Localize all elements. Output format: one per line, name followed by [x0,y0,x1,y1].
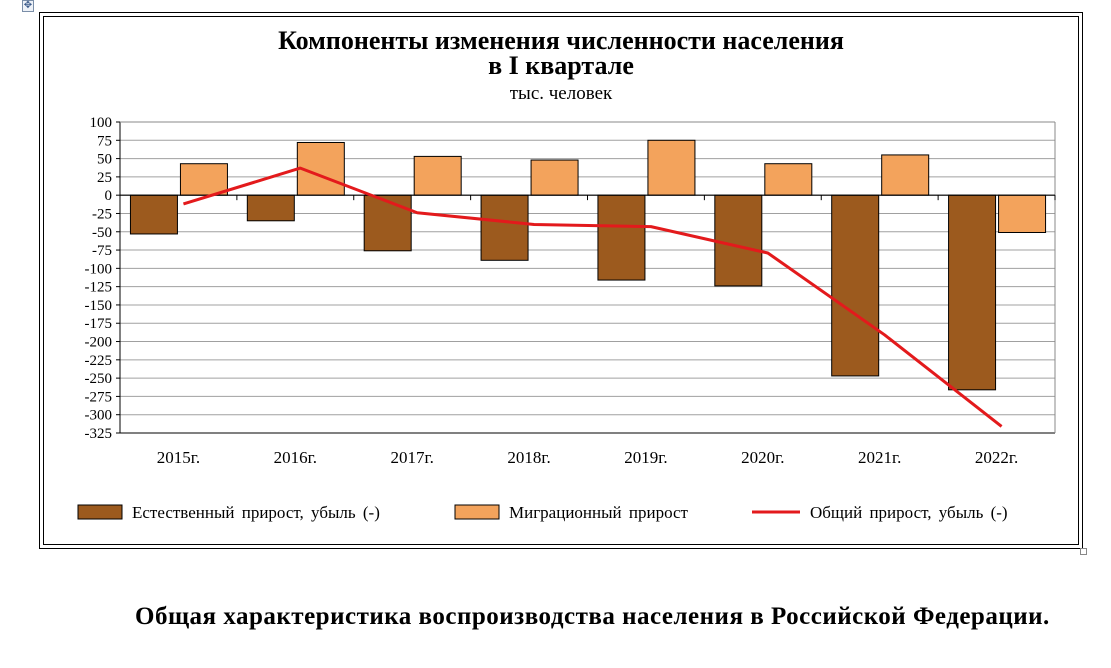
x-tick-label: 2016г. [274,448,317,467]
y-tick-label: -300 [85,408,113,424]
bar-natural [831,194,880,377]
legend-swatch [77,504,123,520]
legend-swatch [454,504,500,520]
y-tick-label: -325 [85,426,113,442]
resize-handle[interactable] [1080,548,1087,555]
x-tick-label: 2017г. [391,448,434,467]
x-tick-label: 2019г. [624,448,667,467]
x-tick-label: 2018г. [507,448,550,467]
body-paragraph: Общая характеристика воспроизводства нас… [135,603,1050,630]
y-tick-label: -125 [85,280,113,296]
y-tick-label: -100 [85,261,113,277]
x-tick-label: 2022г. [975,448,1018,467]
y-tick-label: -50 [92,225,112,241]
y-tick-label: -225 [85,353,113,369]
y-tick-label: -175 [85,316,113,332]
bar-migration [413,155,462,196]
chart-subtitle: тыс. человек [510,83,613,104]
y-tick-label: 50 [97,152,112,168]
chart-title: Компоненты изменения численности населен… [278,26,844,55]
y-tick-label: -275 [85,389,113,405]
y-tick-label: -250 [85,371,113,387]
x-tick-label: 2020г. [741,448,784,467]
y-tick-label: 0 [105,188,113,204]
bar-natural [714,194,763,287]
legend-label: Общий прирост, убыль (-) [810,503,1008,522]
bar-natural [597,194,646,281]
y-tick-label: -75 [92,243,112,259]
move-handle-icon[interactable]: ✥ [22,0,34,12]
bar-natural [129,194,178,235]
bar-natural [948,194,997,391]
legend-label: Миграционный прирост [509,503,689,522]
chart-title-line2: в I квартале [488,51,634,80]
bar-natural [480,194,529,261]
bar-migration [998,194,1047,233]
y-tick-label: -25 [92,206,112,222]
legend-label: Естественный прирост, убыль (-) [132,503,380,522]
bar-natural [246,194,295,222]
y-tick-label: 100 [90,115,113,131]
bar-migration [530,159,579,196]
bar-migration [764,163,813,196]
y-tick-label: 75 [97,133,112,149]
line-total-growth [182,166,1003,428]
x-tick-label: 2015г. [157,448,200,467]
y-tick-label: 25 [97,170,112,186]
bar-migration [179,163,228,196]
chart-frame-inner [43,16,1079,545]
y-tick-label: -200 [85,335,113,351]
chart-frame [39,12,1083,549]
bar-migration [647,139,696,196]
x-tick-label: 2021г. [858,448,901,467]
y-tick-label: -150 [85,298,113,314]
bar-migration [881,154,930,196]
population-change-chart: Компоненты изменения численности населен… [77,26,1056,522]
bar-natural [363,194,412,252]
